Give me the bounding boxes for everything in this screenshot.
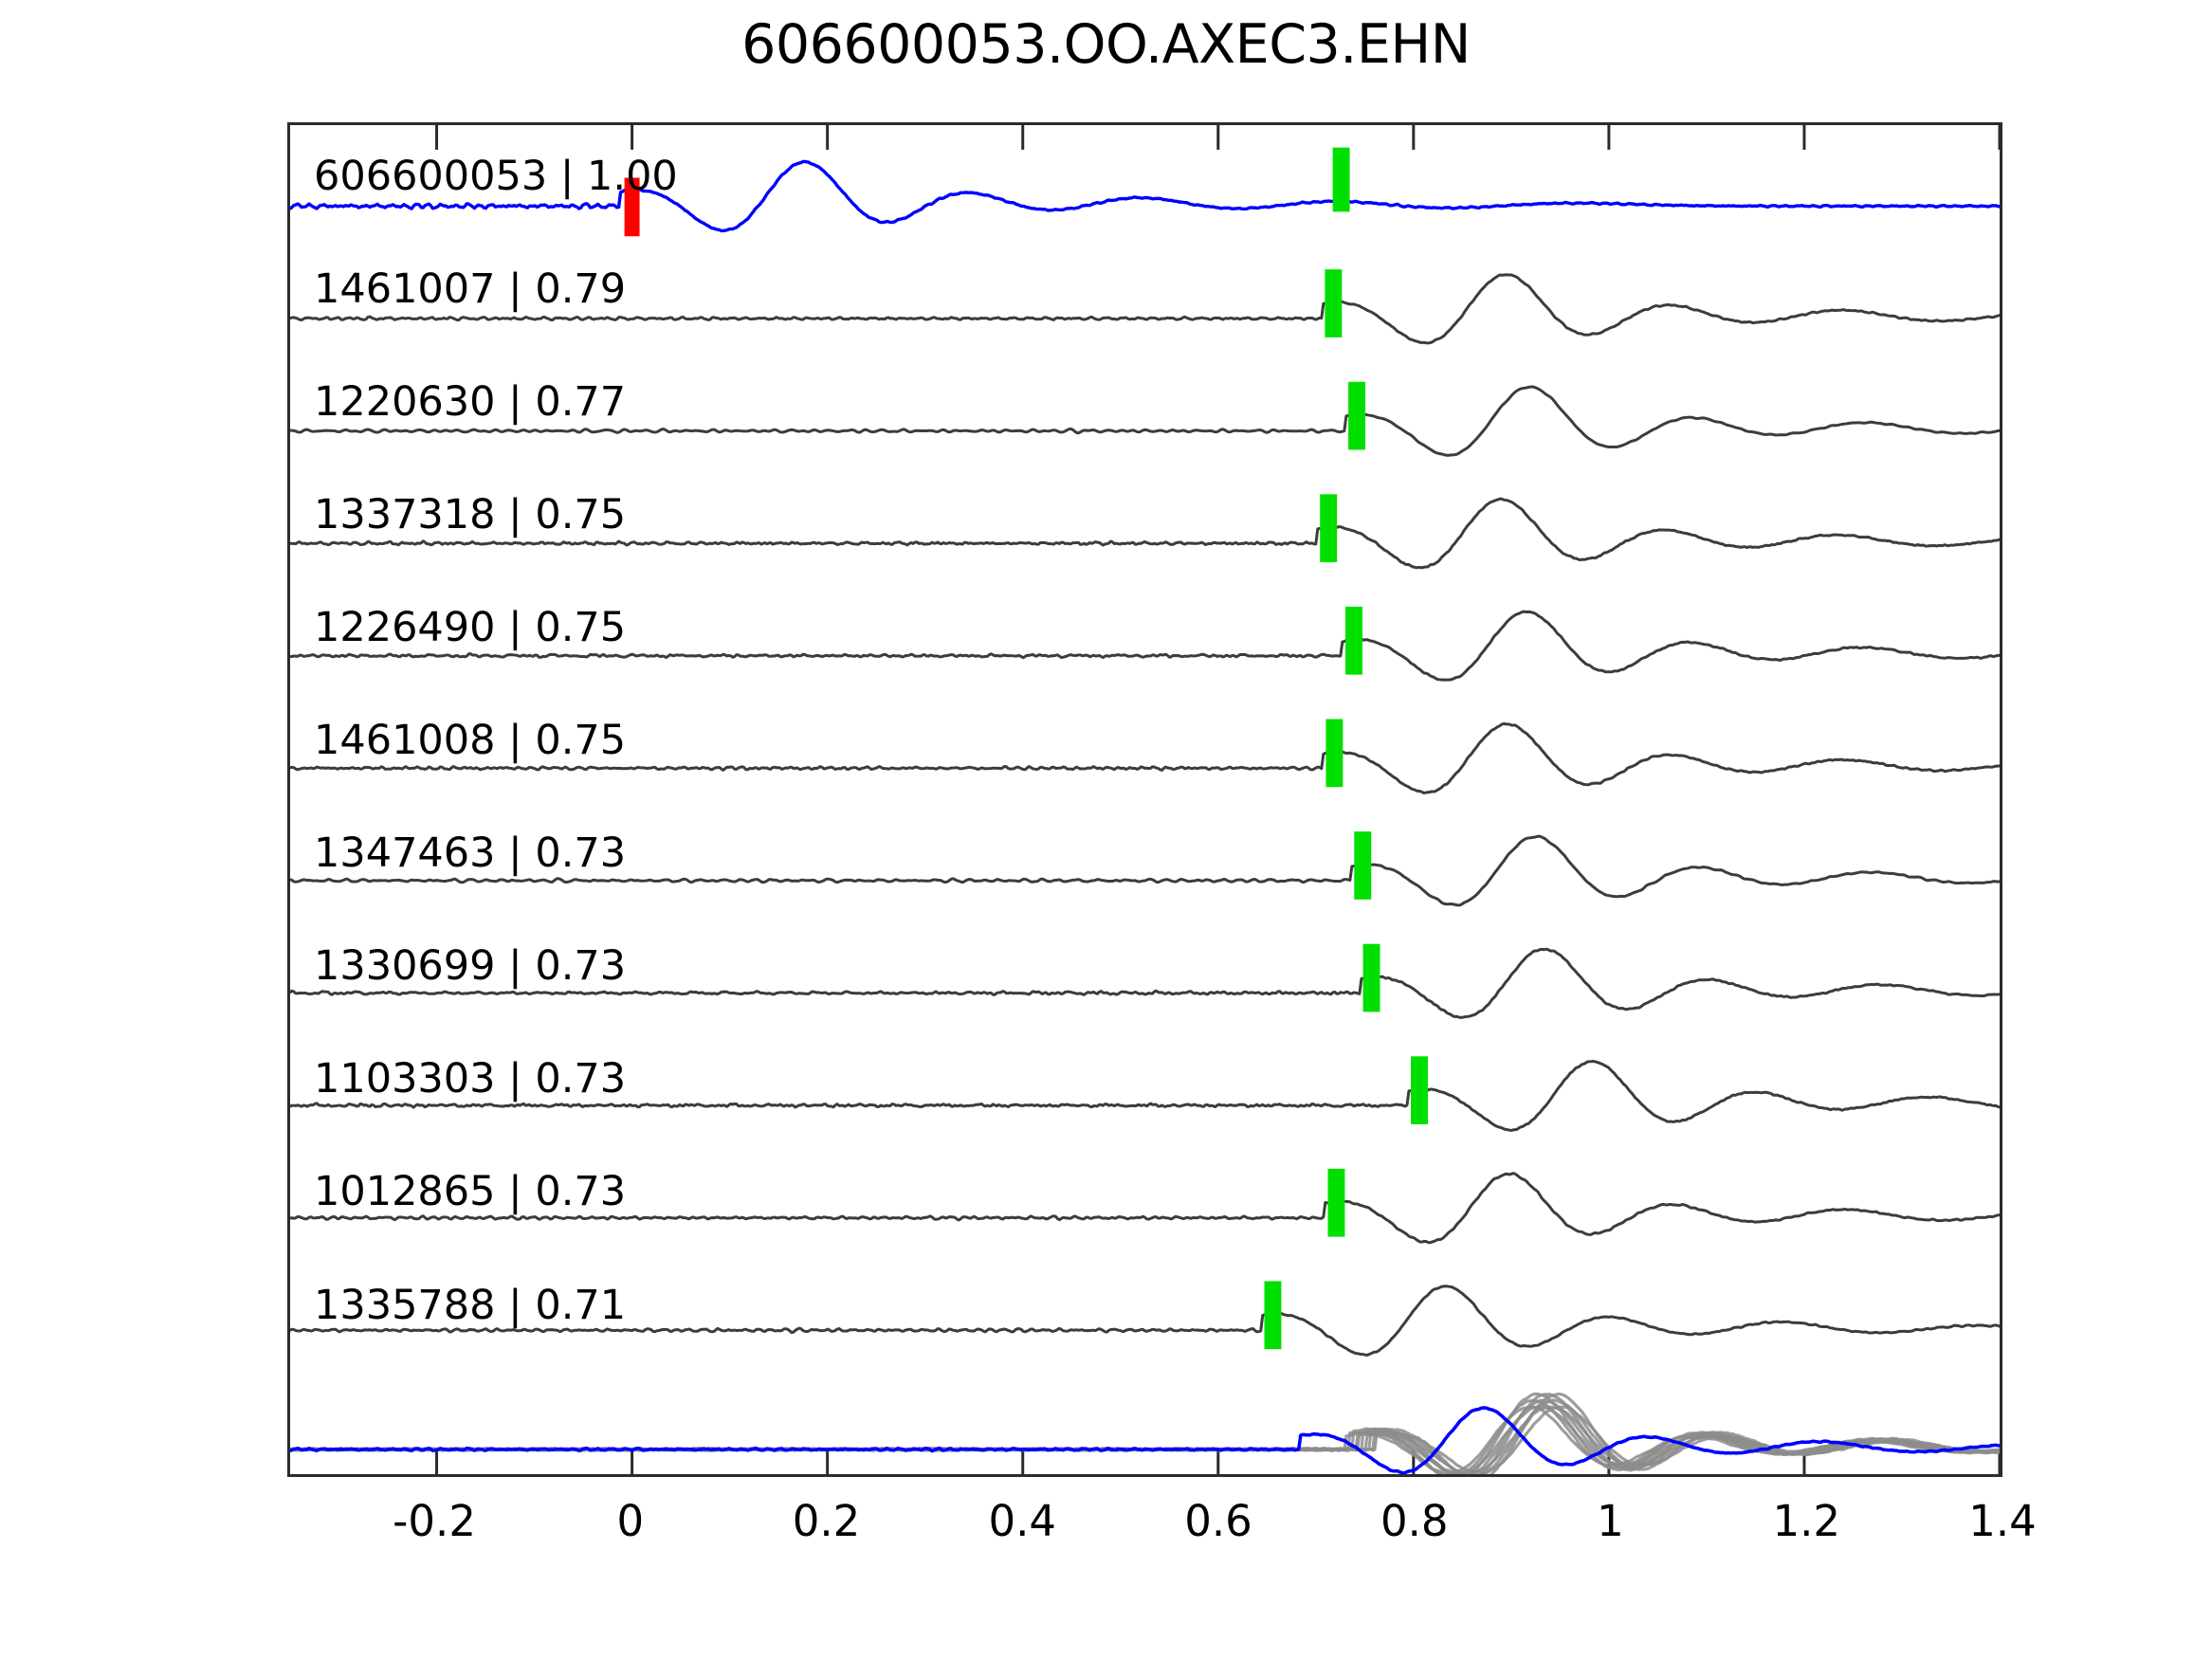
overlay-template-trace bbox=[290, 1406, 2000, 1474]
trace-label: 1012865 | 0.73 bbox=[314, 1168, 627, 1216]
trace-label: 1330699 | 0.73 bbox=[314, 942, 627, 991]
template-pick-marker bbox=[624, 177, 640, 237]
match-pick-marker bbox=[1362, 943, 1380, 1012]
match-pick-marker bbox=[1345, 606, 1362, 675]
overlay-trace bbox=[290, 1393, 2000, 1474]
x-tick-label: 0.2 bbox=[792, 1496, 861, 1546]
waveform-trace bbox=[290, 947, 2000, 1019]
match-pick-marker bbox=[1320, 494, 1338, 563]
x-tick-label: 1.4 bbox=[1968, 1496, 2037, 1546]
x-tick-label: 0.8 bbox=[1380, 1496, 1449, 1546]
waveform-canvas bbox=[290, 125, 2000, 1474]
overlay-trace bbox=[290, 1405, 2000, 1474]
trace-label: 606600053 | 1.00 bbox=[314, 152, 678, 200]
waveform-trace bbox=[290, 834, 2000, 907]
waveform-trace bbox=[290, 159, 2000, 233]
waveform-trace bbox=[290, 610, 2000, 682]
trace-label: 1461007 | 0.79 bbox=[314, 264, 627, 313]
waveform-trace bbox=[290, 721, 2000, 794]
match-pick-marker bbox=[1354, 831, 1372, 900]
match-pick-marker bbox=[1411, 1056, 1428, 1124]
x-tick-label: 0.6 bbox=[1184, 1496, 1252, 1546]
waveform-trace bbox=[290, 1059, 2000, 1132]
waveform-trace bbox=[290, 385, 2000, 457]
waveform-trace bbox=[290, 273, 2000, 345]
waveform-trace bbox=[290, 1285, 2000, 1357]
match-pick-marker bbox=[1348, 381, 1366, 450]
trace-label: 1461008 | 0.75 bbox=[314, 717, 627, 765]
x-tick-label: 1.2 bbox=[1772, 1496, 1841, 1546]
waveform-trace bbox=[290, 1172, 2000, 1245]
trace-label: 1103303 | 0.73 bbox=[314, 1055, 627, 1103]
trace-label: 1347463 | 0.73 bbox=[314, 830, 627, 878]
trace-label: 1226490 | 0.75 bbox=[314, 604, 627, 652]
x-tick-label: 0.4 bbox=[988, 1496, 1057, 1546]
page-title: 606600053.OO.AXEC3.EHN bbox=[741, 13, 1471, 76]
x-tick-label: 0 bbox=[616, 1496, 645, 1546]
match-pick-marker bbox=[1264, 1281, 1282, 1350]
waveform-trace bbox=[290, 497, 2000, 570]
match-pick-marker bbox=[1327, 1168, 1345, 1237]
x-tick-label: 1 bbox=[1597, 1496, 1624, 1546]
x-tick-label: -0.2 bbox=[393, 1496, 476, 1546]
trace-label: 1335788 | 0.71 bbox=[314, 1281, 627, 1329]
trace-label: 1337318 | 0.75 bbox=[314, 490, 627, 538]
overlay-trace bbox=[290, 1392, 2000, 1474]
match-pick-marker bbox=[1325, 719, 1344, 788]
match-pick-marker bbox=[1332, 147, 1350, 212]
plot-area bbox=[287, 122, 2002, 1477]
overlay-trace bbox=[290, 1392, 2000, 1474]
match-pick-marker bbox=[1325, 269, 1343, 337]
trace-label: 1220630 | 0.77 bbox=[314, 377, 627, 426]
